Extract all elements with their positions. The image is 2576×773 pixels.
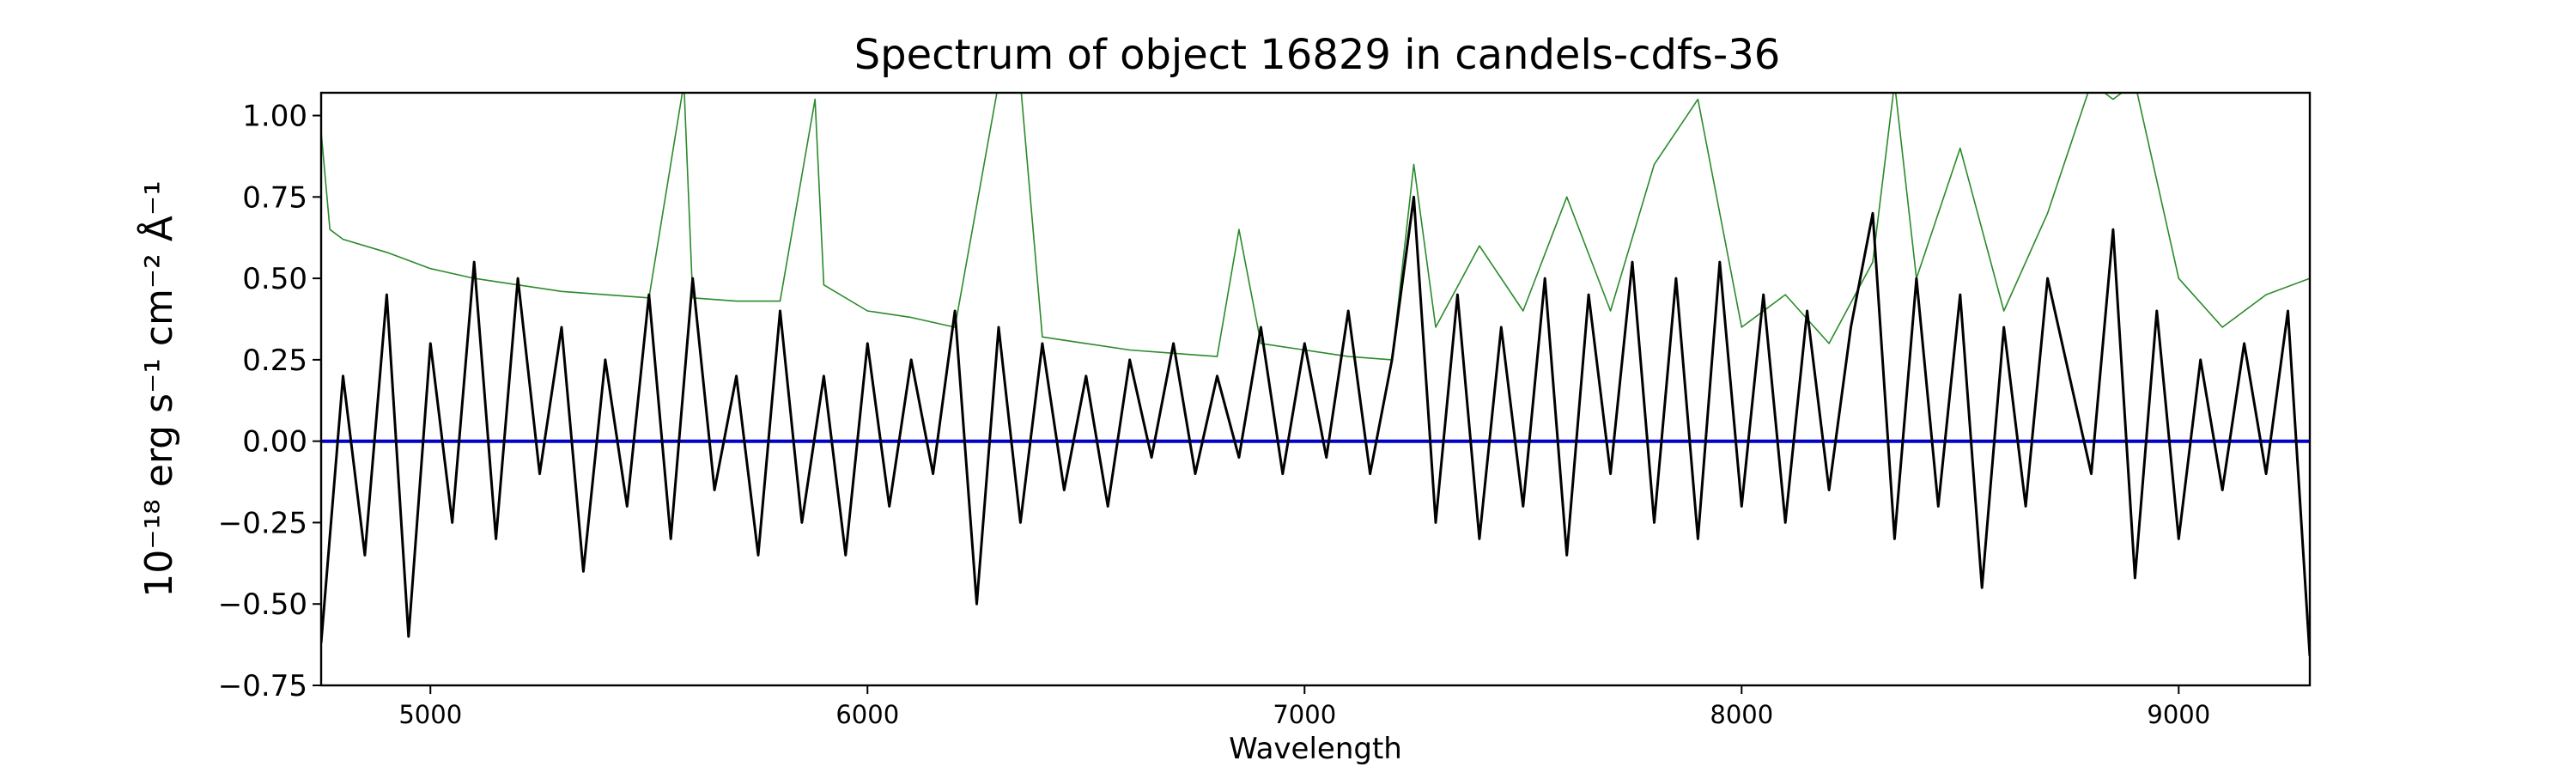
x-tick-label: 9000	[2147, 700, 2210, 729]
x-tick-label: 6000	[835, 700, 899, 729]
y-tick-label: −0.50	[218, 587, 307, 622]
y-tick-label: 1.00	[242, 100, 307, 134]
plot-frame	[319, 91, 2312, 687]
noise-line	[321, 93, 2310, 361]
x-tick-label: 8000	[1710, 700, 1773, 729]
y-tick-label: 0.00	[242, 425, 307, 460]
y-tick-label: −0.75	[218, 669, 307, 703]
x-tick-label: 7000	[1273, 700, 1336, 729]
y-tick-label: 0.25	[242, 344, 307, 378]
x-tick-label: 5000	[398, 700, 462, 729]
x-axis-ticks: 5000 6000 7000 8000 9000	[398, 685, 2210, 729]
y-tick-label: 0.50	[242, 262, 307, 296]
flux-line	[321, 195, 2310, 656]
x-axis-label: Wavelength	[1229, 732, 1402, 766]
flux-series	[321, 195, 2310, 656]
y-tick-label: −0.25	[218, 506, 307, 540]
y-axis-ticks: 1.00 0.75 0.50 0.25 0.00 −0.25 −0.50 −0.75	[218, 100, 321, 703]
chart-title: Spectrum of object 16829 in candels-cdfs…	[854, 31, 1781, 79]
y-axis-label: 10⁻¹⁸ erg s⁻¹ cm⁻² Å⁻¹	[136, 180, 181, 597]
y-tick-label: 0.75	[242, 180, 307, 215]
sky-noise-series	[321, 93, 2310, 361]
